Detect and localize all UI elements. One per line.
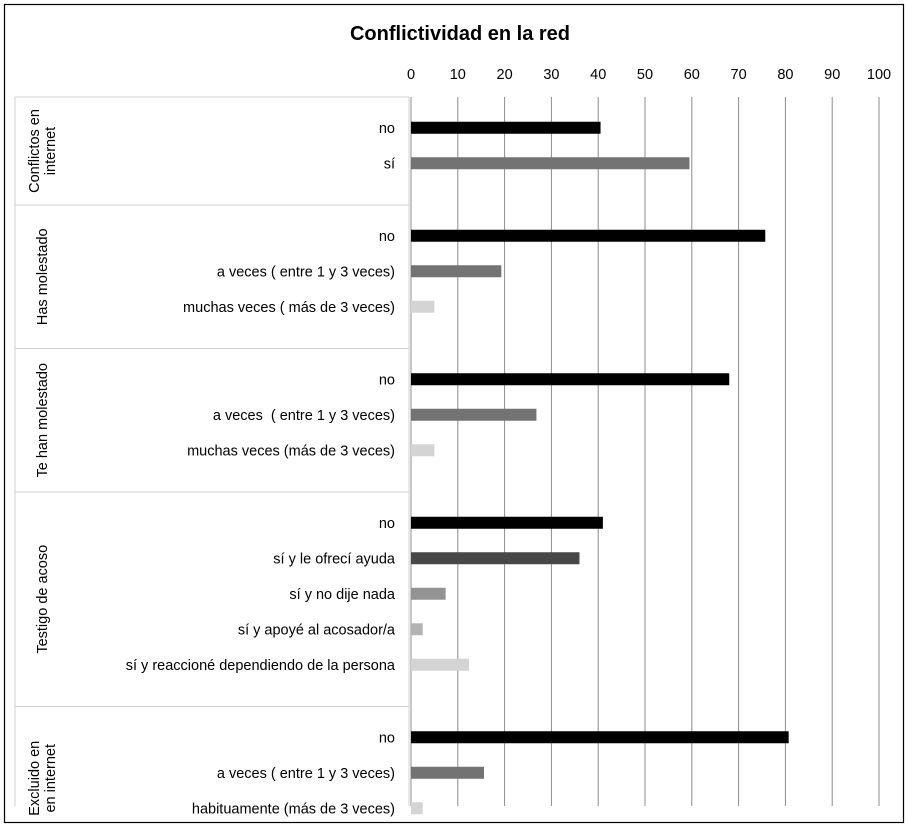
group-label: internet — [43, 127, 59, 175]
bar-label: sí y reaccioné dependiendo de la persona — [126, 658, 396, 674]
bar — [411, 444, 435, 457]
x-tick-label: 10 — [450, 67, 466, 83]
group-labels: Conflictos en internet Has molestado Te han… — [27, 109, 59, 816]
bar — [411, 516, 603, 529]
bar-label: no — [379, 730, 395, 746]
bar — [411, 587, 446, 600]
bar-label: no — [379, 516, 395, 532]
group-label: Te han molestado — [35, 363, 51, 477]
bar — [411, 552, 580, 565]
bar-label: a veces ( entre 1 y 3 veces) — [217, 766, 395, 782]
x-tick-label: 70 — [731, 67, 747, 83]
bar-label: habituamente (más de 3 veces) — [192, 801, 395, 817]
bar-label: sí y apoyé al acosador/a — [238, 622, 396, 638]
bar-label: a veces ( entre 1 y 3 veces) — [213, 408, 395, 424]
bar — [411, 121, 601, 134]
group-label: Excluido en — [27, 741, 43, 816]
x-axis-tick-labels: 0 10 20 30 40 50 60 70 80 90 100 — [407, 67, 891, 83]
group-label: en internet — [43, 744, 59, 813]
bar-label: muchas veces (más de 3 veces) — [187, 443, 395, 459]
bar — [411, 408, 537, 421]
bar-label: a veces ( entre 1 y 3 veces) — [217, 264, 395, 280]
x-tick-label: 50 — [637, 67, 653, 83]
x-tick-label: 30 — [543, 67, 559, 83]
x-tick-label: 100 — [867, 67, 891, 83]
x-tick-label: 40 — [590, 67, 606, 83]
bar — [411, 229, 766, 242]
x-tick-label: 80 — [777, 67, 793, 83]
bar — [411, 373, 730, 386]
category-frame — [14, 96, 410, 806]
bar-label: sí — [384, 156, 395, 172]
bar — [411, 658, 470, 671]
bar — [411, 802, 423, 815]
bar — [411, 731, 789, 744]
bar — [411, 265, 502, 278]
bar-label: muchas veces ( más de 3 veces) — [183, 300, 395, 316]
x-tick-label: 20 — [497, 67, 513, 83]
bar-label: no — [379, 121, 395, 137]
bar-labels: no sí no a veces ( entre 1 y 3 veces) muchas… — [126, 121, 396, 818]
bar-label: no — [379, 372, 395, 388]
group-label: Conflictos en — [27, 109, 43, 193]
bar — [411, 766, 485, 779]
bar-label: sí y no dije nada — [289, 587, 396, 603]
x-tick-label: 60 — [684, 67, 700, 83]
bar-label: sí y le ofrecí ayuda — [273, 551, 396, 567]
x-tick-label: 90 — [824, 67, 840, 83]
bar — [411, 623, 423, 636]
group-label: Testigo de acoso — [35, 545, 51, 654]
bars — [411, 121, 789, 815]
gridlines — [410, 97, 880, 806]
bar — [411, 300, 435, 313]
group-label: Has molestado — [35, 228, 51, 325]
bar — [411, 157, 690, 170]
bar-label: no — [379, 229, 395, 245]
chart-title: Conflictividad en la red — [350, 23, 570, 45]
x-tick-label: 0 — [407, 67, 415, 83]
